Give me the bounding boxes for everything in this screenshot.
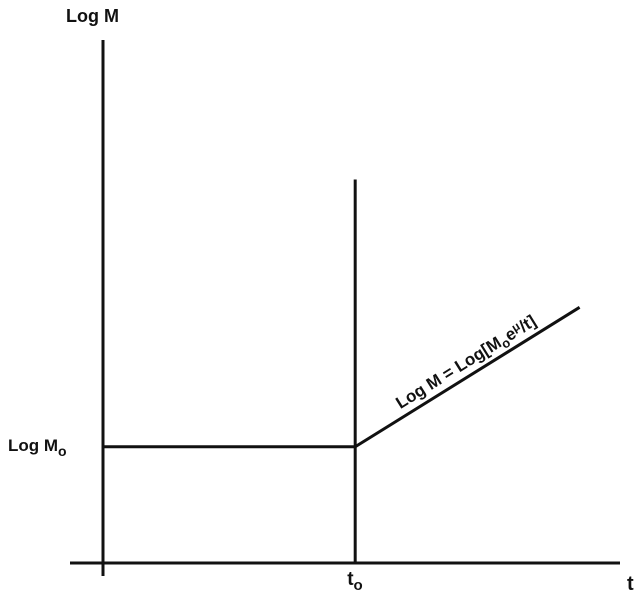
x-tick-label-t0: to: [347, 569, 363, 594]
y-tick-main: Log M: [8, 436, 58, 455]
y-tick-subscript: o: [58, 443, 67, 459]
x-tick-main: t: [347, 569, 354, 590]
y-axis-label: Log M: [66, 6, 119, 26]
series-line: [103, 306, 581, 449]
x-axis-label: t: [627, 573, 634, 595]
y-tick-label-log-m0: Log Mo: [8, 436, 67, 459]
equation-annotation: Log M = Log[Moeμ/t]: [392, 311, 541, 416]
x-tick-subscript: o: [354, 577, 363, 594]
svg-text:Log M = Log[Moeμ/t]: Log M = Log[Moeμ/t]: [392, 311, 541, 416]
annotation-prefix: Log M = Log[M: [392, 333, 504, 413]
